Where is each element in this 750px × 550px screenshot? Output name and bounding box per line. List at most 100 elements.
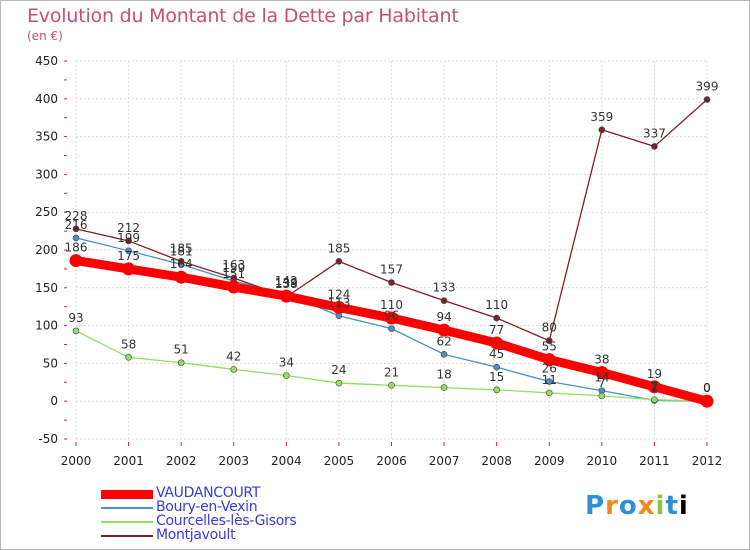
data-label-2: 7: [598, 376, 606, 390]
x-tick-label: 2004: [271, 454, 302, 468]
data-label-0: 186: [65, 241, 88, 255]
series-point-2: [440, 384, 448, 391]
data-label-1: 142: [275, 274, 298, 288]
data-label-1: 181: [170, 244, 193, 258]
data-label-0: 77: [489, 323, 504, 337]
series-point-0: [490, 336, 504, 350]
legend-label: Boury-en-Vexin: [156, 499, 258, 515]
y-tick-label: 400: [35, 92, 58, 106]
legend-label: Courcelles-lès-Gisors: [156, 513, 297, 529]
series-point-3: [335, 258, 343, 265]
data-label-3: 212: [117, 221, 140, 235]
data-label-0: 151: [222, 267, 245, 281]
logo-letter: r: [605, 491, 619, 521]
data-label-2: 21: [384, 365, 399, 379]
x-tick-label: 2002: [166, 454, 197, 468]
y-tick-label: 100: [35, 319, 58, 333]
series-point-0: [385, 311, 398, 325]
data-label-3: 138: [275, 277, 298, 291]
data-label-3: 337: [643, 126, 666, 140]
data-label-3: 110: [485, 298, 508, 312]
series-point-0: [279, 289, 293, 303]
series-point-3: [703, 96, 711, 103]
series-point-3: [598, 126, 606, 134]
series-point-1: [72, 234, 80, 242]
data-label-2: 51: [174, 343, 189, 357]
chart-subtitle: (en €): [27, 29, 63, 43]
logo-letter: t: [665, 491, 679, 521]
data-label-0: 139: [275, 276, 298, 290]
series-point-3: [440, 297, 448, 304]
legend-swatch: [101, 507, 153, 509]
series-point-1: [125, 247, 132, 255]
legend-swatch: [101, 521, 153, 523]
data-label-3: 157: [380, 263, 403, 277]
series-point-1: [545, 378, 553, 385]
data-label-1: 1: [651, 380, 659, 394]
data-label-1: 199: [117, 231, 140, 245]
data-label-1: 159: [222, 261, 245, 275]
data-label-2: 34: [279, 355, 294, 369]
chart-title: Evolution du Montant de la Dette par Hab…: [27, 5, 459, 27]
x-tick-label: 2012: [692, 454, 723, 468]
series-point-2: [72, 327, 80, 335]
data-label-2: 0: [703, 381, 711, 395]
x-tick-label: 2005: [324, 454, 355, 468]
legend-label: Montjavoult: [156, 527, 236, 543]
y-tick-label: 150: [35, 281, 58, 295]
y-tick-label: 350: [35, 130, 58, 144]
data-label-1: 113: [327, 296, 350, 310]
data-label-1: 62: [436, 334, 451, 348]
data-label-0: 38: [594, 352, 609, 366]
series-point-2: [651, 396, 658, 403]
data-label-2: 15: [489, 370, 504, 384]
data-label-2: 18: [436, 368, 451, 382]
series-point-2: [335, 379, 343, 387]
data-label-2: 24: [331, 363, 346, 377]
y-tick-label: 200: [35, 243, 58, 257]
legend-swatch: [101, 489, 153, 499]
proxiti-logo: Proxiti: [585, 491, 689, 521]
x-tick-label: 2008: [481, 454, 512, 468]
logo-letter: x: [637, 491, 656, 521]
data-label-2: 93: [68, 311, 83, 325]
series-point-2: [388, 382, 395, 389]
y-tick-label: 0: [50, 394, 58, 408]
logo-letter: i: [655, 491, 666, 521]
series-point-0: [227, 280, 241, 294]
y-tick-label: -50: [38, 432, 58, 446]
series-point-1: [440, 351, 448, 358]
data-label-1: 45: [489, 347, 504, 361]
series-point-3: [72, 225, 80, 233]
legend-swatch: [101, 535, 153, 537]
data-label-2: 11: [542, 373, 557, 387]
x-tick-label: 2000: [61, 454, 92, 468]
x-tick-label: 2003: [218, 454, 249, 468]
series-point-0: [69, 254, 83, 268]
y-tick-label: 50: [43, 356, 58, 370]
data-label-0: 19: [647, 367, 662, 381]
data-label-1: 216: [65, 218, 88, 232]
data-label-0: 124: [327, 287, 350, 301]
data-label-0: 164: [170, 257, 193, 271]
series-point-3: [493, 314, 500, 322]
data-label-1: 96: [384, 309, 399, 323]
series-point-3: [125, 237, 132, 245]
data-label-0: 175: [117, 249, 140, 263]
logo-letter: o: [618, 491, 638, 521]
series-point-1: [388, 325, 395, 332]
series-point-0: [542, 353, 556, 367]
x-tick-label: 2010: [587, 454, 618, 468]
series-point-2: [283, 372, 290, 379]
series-point-2: [177, 359, 185, 366]
data-label-0: 0: [703, 381, 711, 395]
data-label-1: 26: [542, 362, 557, 376]
data-label-0: 55: [542, 340, 557, 354]
series-point-0: [174, 270, 188, 284]
series-point-0: [700, 394, 714, 408]
data-label-1: 0: [703, 381, 711, 395]
y-tick-label: 300: [35, 167, 58, 181]
data-label-3: 80: [542, 321, 557, 335]
y-tick-label: 450: [35, 54, 58, 68]
